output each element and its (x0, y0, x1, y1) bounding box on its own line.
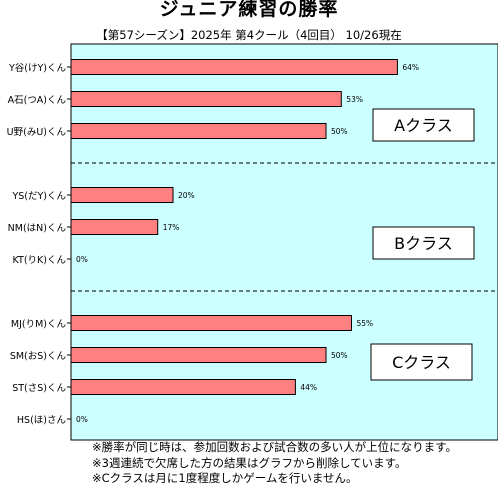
category-label: MJ(りM)くん (11, 319, 66, 330)
bar (70, 347, 327, 363)
category-label: U野(みU)くん (7, 127, 66, 138)
group-label: Bクラス (394, 234, 453, 253)
data-label: 50% (331, 351, 348, 360)
footnote: ※勝率が同じ時は、参加回数および試合数の多い人が上位になります。 (92, 440, 457, 454)
chart-subtitle: 【第57シーズン】2025年 第4クール（4回目） 10/26現在 (96, 28, 402, 42)
category-label: HS(ほ)さん (17, 415, 66, 426)
footnote: ※Cクラスは月に1度程度しかゲームを行いません。 (92, 471, 358, 485)
bar (70, 315, 352, 331)
data-label: 53% (346, 95, 363, 104)
category-label: YS(だY)くん (11, 191, 66, 202)
bar (70, 379, 296, 395)
data-label: 20% (178, 191, 195, 200)
data-label: 0% (76, 255, 88, 264)
data-label: 17% (163, 223, 180, 232)
group-label: Aクラス (394, 116, 453, 135)
category-label: SM(おS)くん (10, 351, 66, 362)
bar (70, 123, 327, 139)
group-label: Cクラス (392, 353, 451, 372)
group-label-box (372, 226, 475, 260)
bar (70, 91, 342, 107)
category-label: Y谷(けY)くん (8, 63, 66, 74)
category-label: KT(りK)くん (13, 255, 66, 266)
category-label: NM(はN)くん (8, 223, 66, 234)
footnote: ※3週連続で欠席した方の結果はグラフから削除しています。 (92, 455, 407, 470)
group-label-box (372, 108, 475, 142)
category-label: ST(さS)くん (12, 383, 66, 394)
bar (70, 219, 159, 235)
bar (70, 59, 398, 75)
data-label: 50% (331, 127, 348, 136)
category-label: A石(つA)くん (8, 95, 66, 106)
data-label: 0% (76, 415, 88, 424)
data-label: 64% (402, 63, 419, 72)
chart-title: ジュニア練習の勝率 (159, 0, 339, 20)
bar (70, 187, 174, 203)
data-label: 44% (300, 383, 317, 392)
group-label-box (370, 343, 473, 381)
data-label: 55% (357, 319, 374, 328)
